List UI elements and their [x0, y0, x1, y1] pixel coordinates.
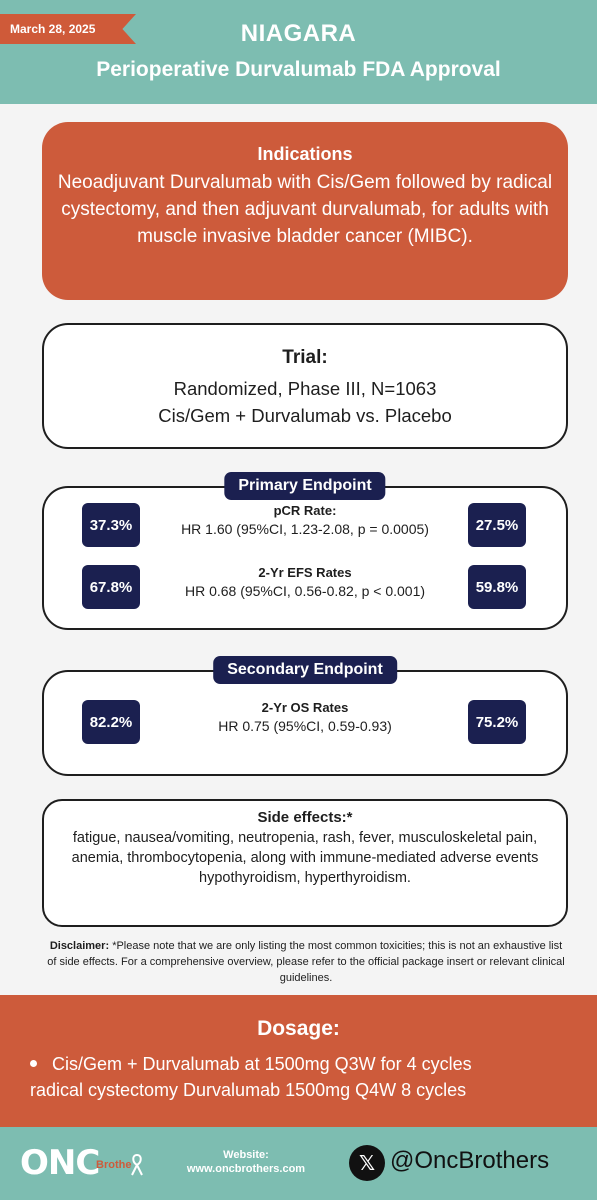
oncbrothers-logo: ONC — [20, 1143, 100, 1183]
endpoint-row-pcr: 37.3% pCR Rate: HR 1.60 (95%CI, 1.23-2.0… — [44, 503, 566, 547]
secondary-endpoint-label: Secondary Endpoint — [213, 656, 397, 684]
row-title: 2-Yr EFS Rates — [258, 565, 352, 580]
side-effects-card: Side effects:* fatigue, nausea/vomiting,… — [42, 799, 568, 927]
trial-title: Trial: — [282, 347, 328, 368]
row-hr: HR 0.75 (95%CI, 0.59-0.93) — [218, 718, 392, 734]
trial-card: Trial: Randomized, Phase III, N=1063 Cis… — [42, 323, 568, 449]
website-label: Website: — [223, 1149, 269, 1161]
trial-line-1: Randomized, Phase III, N=1063 — [173, 378, 437, 399]
row-title: pCR Rate: — [273, 503, 337, 518]
dosage-line-2: radical cystectomy Durvalumab 1500mg Q4W… — [30, 1080, 467, 1100]
stat-durvalumab: 37.3% — [82, 503, 140, 547]
side-effects-text: fatigue, nausea/vomiting, neutropenia, r… — [71, 830, 539, 886]
page-subtitle: Perioperative Durvalumab FDA Approval — [96, 58, 501, 81]
header-banner: March 28, 2025 NIAGARA Perioperative Dur… — [0, 0, 597, 104]
website-block: Website: www.oncbrothers.com — [176, 1148, 316, 1176]
stat-placebo: 75.2% — [468, 700, 526, 744]
primary-endpoint-label: Primary Endpoint — [224, 472, 386, 500]
endpoint-row-os: 82.2% 2-Yr OS Rates HR 0.75 (95%CI, 0.59… — [44, 700, 566, 744]
row-title: 2-Yr OS Rates — [261, 700, 349, 715]
disclaimer-text: *Please note that we are only listing th… — [47, 940, 565, 984]
dosage-title: Dosage: — [257, 1017, 340, 1040]
side-effects-title: Side effects:* — [257, 809, 353, 826]
date-ribbon: March 28, 2025 — [0, 14, 136, 44]
trial-line-2: Cis/Gem + Durvalumab vs. Placebo — [158, 405, 452, 426]
dosage-line-1: Cis/Gem + Durvalumab at 1500mg Q3W for 4… — [52, 1054, 472, 1074]
stat-placebo: 59.8% — [468, 565, 526, 609]
stat-durvalumab: 82.2% — [82, 700, 140, 744]
row-text: 2-Yr OS Rates HR 0.75 (95%CI, 0.59-0.93) — [144, 700, 466, 734]
website-link[interactable]: www.oncbrothers.com — [186, 1163, 306, 1175]
social-handle[interactable]: @OncBrothers — [390, 1147, 550, 1174]
stat-durvalumab: 67.8% — [82, 565, 140, 609]
indications-card: Indications Neoadjuvant Durvalumab with … — [42, 122, 568, 300]
logo-subtext: Brothe — [96, 1159, 132, 1171]
disclaimer-label: Disclaimer: — [49, 940, 110, 952]
primary-endpoint-card: Primary Endpoint 37.3% pCR Rate: HR 1.60… — [42, 472, 568, 630]
disclaimer: Disclaimer: *Please note that we are onl… — [44, 938, 568, 986]
footer: ONC Brothe Website: www.oncbrothers.com … — [0, 1127, 597, 1200]
row-hr: HR 0.68 (95%CI, 0.56-0.82, p < 0.001) — [184, 583, 426, 599]
stat-placebo: 27.5% — [468, 503, 526, 547]
dosage-item: Cis/Gem + Durvalumab at 1500mg Q3W for 4… — [30, 1051, 590, 1103]
dosage-section: Dosage: Cis/Gem + Durvalumab at 1500mg Q… — [0, 995, 597, 1127]
bullet-icon — [30, 1060, 37, 1067]
x-logo-icon[interactable]: 𝕏 — [349, 1145, 385, 1181]
row-text: 2-Yr EFS Rates HR 0.68 (95%CI, 0.56-0.82… — [144, 565, 466, 599]
endpoint-row-efs: 67.8% 2-Yr EFS Rates HR 0.68 (95%CI, 0.5… — [44, 565, 566, 609]
date-text: March 28, 2025 — [10, 22, 96, 36]
page-title: NIAGARA — [240, 20, 357, 47]
row-hr: HR 1.60 (95%CI, 1.23-2.08, p = 0.0005) — [181, 521, 429, 537]
indications-title: Indications — [257, 144, 353, 164]
indications-text: Neoadjuvant Durvalumab with Cis/Gem foll… — [57, 172, 553, 247]
row-text: pCR Rate: HR 1.60 (95%CI, 1.23-2.08, p =… — [144, 503, 466, 537]
secondary-endpoint-card: Secondary Endpoint 82.2% 2-Yr OS Rates H… — [42, 656, 568, 776]
dosage-list: Cis/Gem + Durvalumab at 1500mg Q3W for 4… — [30, 1051, 590, 1103]
awareness-ribbon-icon — [131, 1153, 143, 1176]
